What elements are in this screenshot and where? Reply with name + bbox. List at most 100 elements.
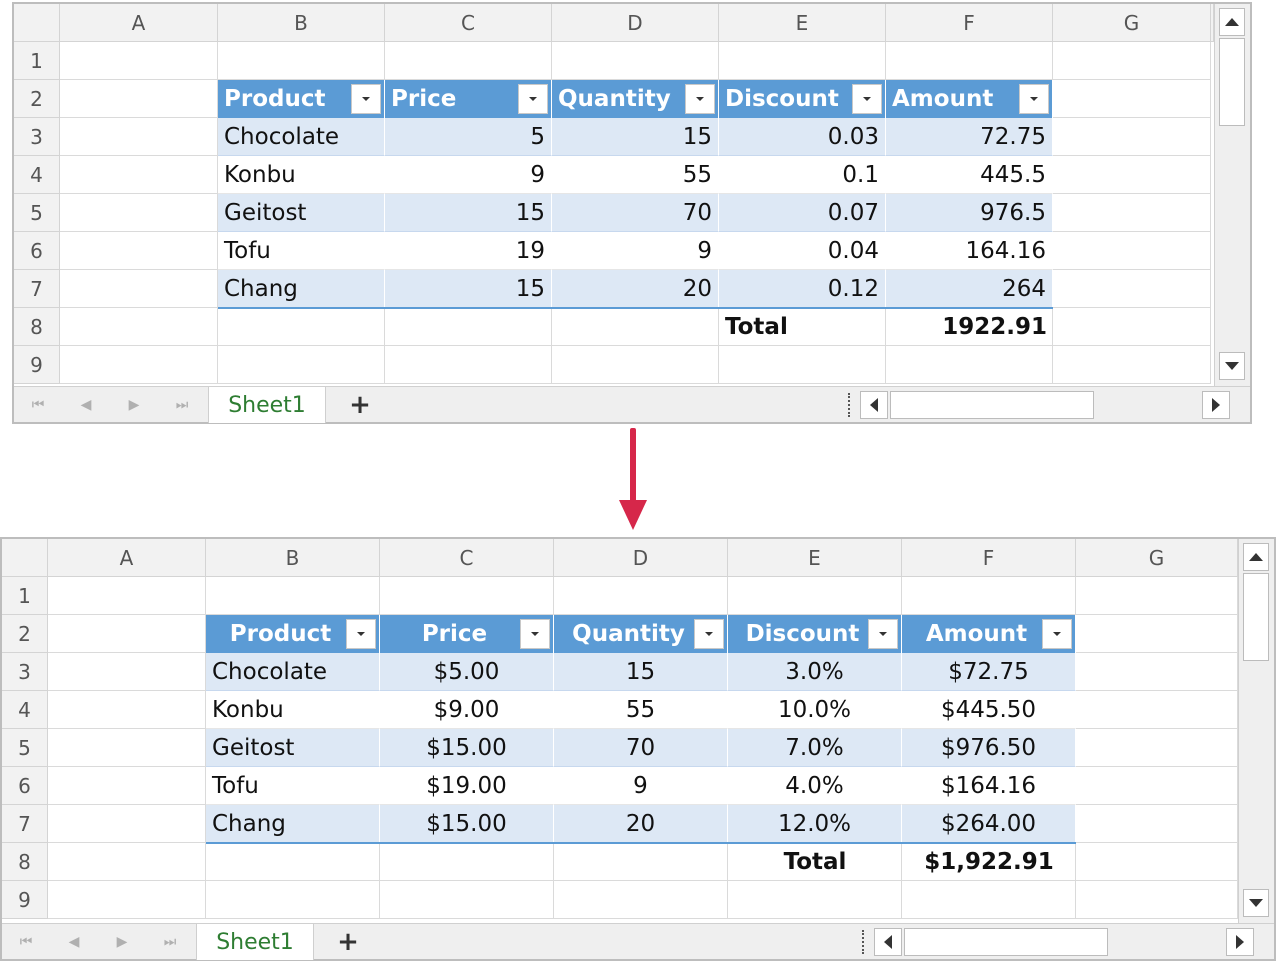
scroll-down-icon[interactable] (1219, 352, 1245, 380)
table-cell[interactable]: 9 (552, 232, 719, 270)
filter-dropdown-icon[interactable] (1019, 84, 1049, 114)
table-cell[interactable]: 10.0% (728, 691, 902, 729)
tab-splitter-handle[interactable] (848, 393, 854, 417)
cell-G1[interactable] (1076, 577, 1238, 615)
cell-B8[interactable] (218, 308, 385, 346)
cell-E9[interactable] (719, 346, 886, 384)
cell-A4[interactable] (48, 691, 206, 729)
scroll-left-icon[interactable] (874, 928, 902, 956)
table-cell[interactable]: Konbu (218, 156, 385, 194)
cell-G8[interactable] (1076, 843, 1238, 881)
table-cell[interactable]: Tofu (218, 232, 385, 270)
column-header-E[interactable]: E (728, 539, 902, 577)
column-header-A[interactable]: A (48, 539, 206, 577)
cell-E1[interactable] (728, 577, 902, 615)
cell-B1[interactable] (206, 577, 380, 615)
cell-A2[interactable] (48, 615, 206, 653)
vertical-scrollbar[interactable] (1214, 4, 1250, 386)
vertical-scrollbar[interactable] (1238, 539, 1274, 923)
table-cell[interactable]: 70 (554, 729, 728, 767)
horizontal-scroll-thumb[interactable] (890, 391, 1094, 419)
table-cell[interactable]: $976.50 (902, 729, 1076, 767)
total-value[interactable]: $1,922.91 (924, 849, 1054, 875)
row-header-6[interactable]: 6 (2, 767, 48, 805)
cell-G5[interactable] (1076, 729, 1238, 767)
row-header-1[interactable]: 1 (2, 577, 48, 615)
cell-G9[interactable] (1053, 346, 1211, 384)
row-header-3[interactable]: 3 (2, 653, 48, 691)
cell-A3[interactable] (60, 118, 218, 156)
column-header-B[interactable]: B (206, 539, 380, 577)
table-cell[interactable]: 15 (554, 653, 728, 691)
table-cell[interactable]: $164.16 (902, 767, 1076, 805)
table-cell[interactable]: 12.0% (728, 805, 902, 843)
table-cell[interactable]: 70 (552, 194, 719, 232)
table-cell[interactable]: 15 (385, 270, 552, 308)
column-header-B[interactable]: B (218, 4, 385, 42)
cell-C8[interactable] (380, 843, 554, 881)
first-sheet-icon[interactable]: ⏮ (19, 934, 33, 950)
column-header-G[interactable]: G (1076, 539, 1238, 577)
scroll-right-icon[interactable] (1202, 391, 1230, 419)
table-cell[interactable]: $9.00 (380, 691, 554, 729)
row-header-9[interactable]: 9 (2, 881, 48, 919)
cell-G3[interactable] (1053, 118, 1211, 156)
table-cell[interactable]: 0.04 (719, 232, 886, 270)
row-header-5[interactable]: 5 (2, 729, 48, 767)
table-cell[interactable]: Konbu (206, 691, 380, 729)
cell-F1[interactable] (886, 42, 1053, 80)
row-header-7[interactable]: 7 (2, 805, 48, 843)
row-header-6[interactable]: 6 (14, 232, 60, 270)
prev-sheet-icon[interactable]: ◀ (80, 397, 92, 413)
table-cell[interactable]: 0.03 (719, 118, 886, 156)
total-label[interactable]: Total (725, 314, 788, 340)
cell-B8[interactable] (206, 843, 380, 881)
sheet-tab-sheet1[interactable]: Sheet1 (196, 924, 314, 960)
cell-G2[interactable] (1053, 80, 1211, 118)
cell-G3[interactable] (1076, 653, 1238, 691)
cell-D9[interactable] (552, 346, 719, 384)
table-cell[interactable]: 55 (554, 691, 728, 729)
last-sheet-icon[interactable]: ⏭ (163, 934, 177, 950)
column-header-C[interactable]: C (385, 4, 552, 42)
row-header-3[interactable]: 3 (14, 118, 60, 156)
table-cell[interactable]: Chang (218, 270, 385, 308)
table-cell[interactable]: Chocolate (206, 653, 380, 691)
cell-B9[interactable] (218, 346, 385, 384)
vertical-scroll-thumb[interactable] (1219, 38, 1245, 126)
table-cell[interactable]: Geitost (206, 729, 380, 767)
filter-dropdown-icon[interactable] (518, 84, 548, 114)
cell-A8[interactable] (48, 843, 206, 881)
row-header-8[interactable]: 8 (2, 843, 48, 881)
last-sheet-icon[interactable]: ⏭ (175, 397, 189, 413)
cell-A7[interactable] (60, 270, 218, 308)
row-header-9[interactable]: 9 (14, 346, 60, 384)
table-cell[interactable]: 15 (552, 118, 719, 156)
table-cell[interactable]: 55 (552, 156, 719, 194)
table-cell[interactable]: 4.0% (728, 767, 902, 805)
next-sheet-icon[interactable]: ▶ (116, 934, 128, 950)
select-all-corner[interactable] (2, 539, 48, 577)
cell-B1[interactable] (218, 42, 385, 80)
table-cell[interactable]: $445.50 (902, 691, 1076, 729)
total-value[interactable]: 1922.91 (942, 314, 1047, 340)
column-header-D[interactable]: D (552, 4, 719, 42)
cell-G7[interactable] (1053, 270, 1211, 308)
prev-sheet-icon[interactable]: ◀ (68, 934, 80, 950)
cell-E9[interactable] (728, 881, 902, 919)
table-cell[interactable]: 9 (554, 767, 728, 805)
cell-C1[interactable] (380, 577, 554, 615)
row-header-8[interactable]: 8 (14, 308, 60, 346)
filter-dropdown-icon[interactable] (520, 619, 550, 649)
row-header-5[interactable]: 5 (14, 194, 60, 232)
cell-A7[interactable] (48, 805, 206, 843)
cell-E8[interactable] (719, 308, 886, 346)
table-cell[interactable]: $5.00 (380, 653, 554, 691)
table-cell[interactable]: 0.07 (719, 194, 886, 232)
row-header-7[interactable]: 7 (14, 270, 60, 308)
table-cell[interactable]: 20 (554, 805, 728, 843)
filter-dropdown-icon[interactable] (1042, 619, 1072, 649)
table-cell[interactable]: 976.5 (886, 194, 1053, 232)
scroll-up-icon[interactable] (1219, 8, 1245, 36)
row-header-4[interactable]: 4 (14, 156, 60, 194)
